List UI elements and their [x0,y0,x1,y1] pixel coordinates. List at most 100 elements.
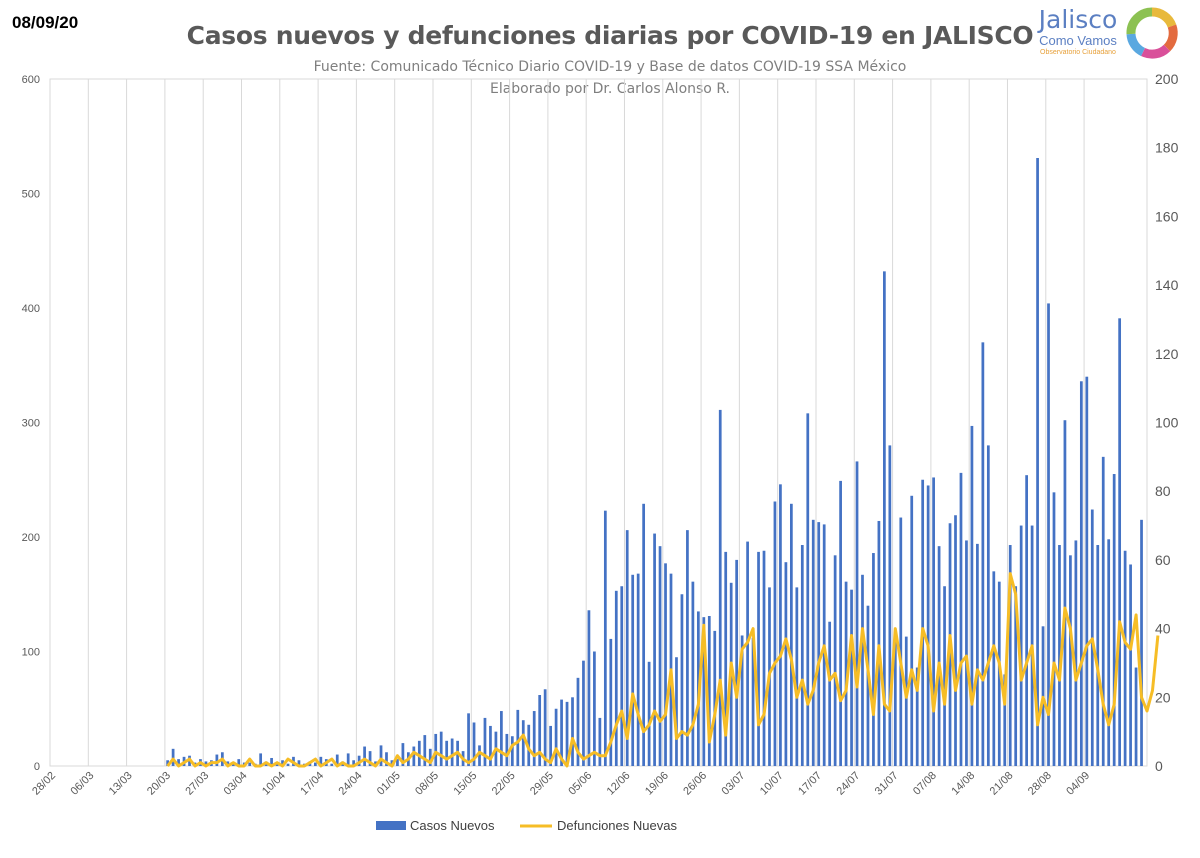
logo-text: Jalisco Como Vamos Observatorio Ciudadan… [1032,6,1124,57]
case-bar [631,574,635,766]
y-right-tick-label: 40 [1155,621,1171,637]
case-bar [762,550,766,766]
subtitle-source: Fuente: Comunicado Técnico Diario COVID-… [313,59,907,75]
x-tick-label: 10/04 [260,770,288,798]
case-bar [915,667,919,766]
case-bar [576,677,580,766]
x-tick-label: 04/09 [1064,770,1092,798]
case-bar [713,630,717,766]
case-bar [675,657,678,766]
case-bar [439,731,443,766]
deaths-series-line [166,572,1160,768]
case-bar [1058,545,1061,766]
case-bar [472,722,476,766]
case-bar [166,760,170,766]
y-right-tick-label: 140 [1155,277,1179,293]
case-bar [368,751,372,766]
case-bar [636,573,640,766]
case-bar [965,540,968,766]
x-tick-label: 14/08 [949,770,977,798]
x-tick-label: 28/08 [1026,770,1054,798]
y-right-tick-label: 80 [1155,483,1171,499]
case-bar [379,745,383,766]
case-bar [861,574,864,766]
case-bar [883,271,886,766]
x-tick-label: 08/05 [413,770,441,798]
case-bar [1101,456,1105,766]
case-bar [1123,550,1127,766]
case-bar [412,746,416,766]
case-bar [740,635,744,766]
y-left-tick-label: 400 [22,303,40,315]
y-left-tick-label: 200 [22,532,40,544]
deaths-line [166,572,1160,768]
case-bar [817,522,821,766]
case-bar [806,413,810,766]
case-bar [489,725,492,766]
case-bar [904,636,908,766]
case-bar [1112,474,1116,766]
case-bar [1025,475,1028,766]
case-bar [976,543,979,766]
date-stamp: 08/09/20 [12,13,79,32]
case-bar [1047,303,1050,766]
case-bar [571,697,574,766]
case-bar [270,757,273,766]
case-bar [937,546,941,766]
case-bar [855,461,859,766]
case-bar [281,760,284,766]
case-bar [587,610,591,766]
case-bar [795,587,799,766]
case-bar [926,485,930,766]
case-bar [773,501,777,766]
case-bar [899,517,903,766]
vertical-grid [49,78,1148,767]
case-bar [757,551,760,766]
case-bar [707,616,711,766]
case-bar [1074,540,1078,766]
case-bar [789,503,793,766]
case-bar [1008,545,1012,766]
case-bar [543,689,547,766]
x-tick-label: 19/06 [643,770,671,798]
case-bar [1085,376,1089,766]
case-bar [620,586,624,766]
case-bar [204,761,208,766]
case-bar [1003,674,1007,766]
case-bar [171,748,175,766]
case-bar [718,409,722,766]
case-bar [642,503,646,766]
case-bar [521,720,525,766]
case-bar [1063,420,1067,766]
chart-title: Casos nuevos y defunciones diarias por C… [186,21,1034,50]
case-bar [680,594,684,766]
case-bar [549,725,552,766]
case-bar [910,495,914,766]
case-bar [1019,525,1023,766]
x-tick-label: 20/03 [145,770,173,798]
case-bar [839,480,842,766]
y-right-tick-label: 0 [1155,758,1163,774]
case-bar [248,762,252,766]
case-bar [510,736,514,766]
case-bar [932,477,935,766]
case-bar [385,752,388,766]
logo-sub: Como Vamos [1039,33,1117,48]
x-tick-label: 22/05 [490,770,518,798]
case-bar [313,762,317,766]
legend-swatch-cases [376,821,406,830]
case-bar [352,760,356,766]
case-bar [582,660,585,766]
logo-tag: Observatorio Ciudadano [1040,49,1116,56]
case-bar [1107,539,1111,766]
case-bar [850,589,853,766]
y-right-tick-label: 100 [1155,415,1179,431]
y-left-tick-label: 600 [22,74,40,86]
case-bar [423,735,427,766]
case-bar [888,445,892,766]
case-bar [877,520,881,766]
case-bar [609,638,613,766]
x-tick-label: 12/06 [605,770,633,798]
case-bar [434,733,438,766]
case-bar [1118,318,1122,766]
